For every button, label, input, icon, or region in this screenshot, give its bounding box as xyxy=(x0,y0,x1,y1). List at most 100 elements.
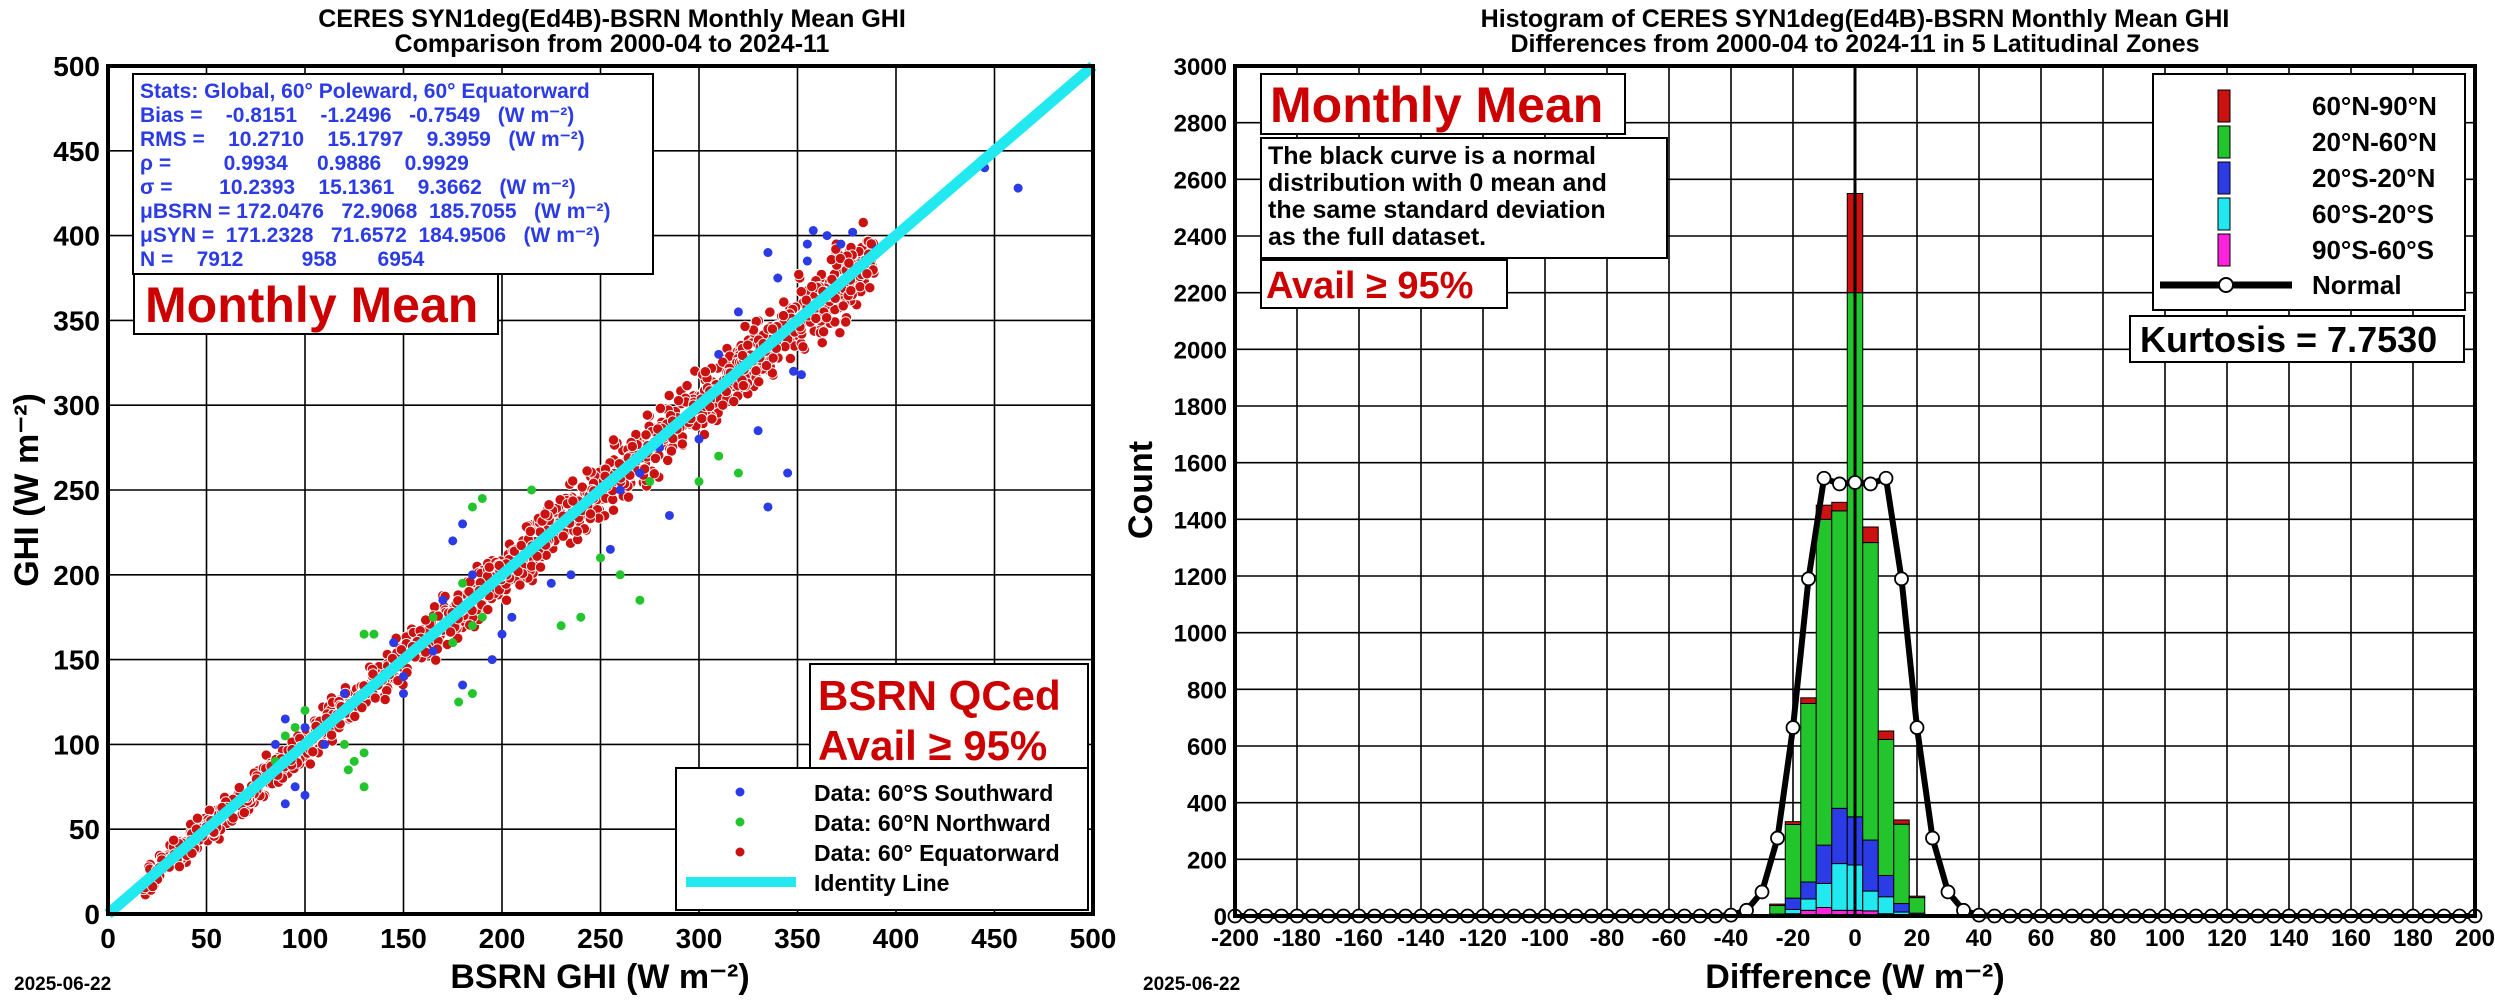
scatter-point-northward xyxy=(714,451,724,461)
normal-note-frame xyxy=(1260,137,1668,259)
legend-swatch-60n-90n xyxy=(2217,89,2231,123)
normal-curve-point xyxy=(1832,476,1847,492)
scatter-x-ticks: 0 50 100 150 200 250 300 350 400 450 500 xyxy=(100,923,1116,954)
histogram-y-tick-label: 1800 xyxy=(1174,394,1227,421)
histogram-bar-segment xyxy=(1784,823,1802,899)
stats-line-3: ρ = 0.9934 0.9886 0.9929 xyxy=(140,152,469,175)
scatter-x-tick-label: 500 xyxy=(1070,923,1117,954)
histogram-x-tick-label: 60 xyxy=(2028,925,2055,952)
stats-box-frame xyxy=(132,73,654,275)
scatter-point-equatorward xyxy=(233,781,245,794)
scatter-point-southward xyxy=(836,239,846,249)
scatter-point-equatorward xyxy=(662,454,674,466)
scatter-point-southward xyxy=(605,544,615,554)
scatter-point-equatorward xyxy=(766,367,779,379)
scatter-y-tick-label: 200 xyxy=(53,560,100,591)
scatter-point-equatorward xyxy=(706,413,718,425)
scatter-point-equatorward xyxy=(840,316,852,328)
histogram-y-tick-label: 600 xyxy=(1187,734,1227,761)
histogram-bar-segment xyxy=(1893,903,1910,913)
scatter-point-equatorward xyxy=(203,804,216,817)
histogram-x-label: Difference (W m⁻²) xyxy=(1705,958,2004,996)
normal-note-line-3: as the full dataset. xyxy=(1268,223,1486,251)
scatter-y-tick-label: 500 xyxy=(53,51,100,82)
scatter-point-southward xyxy=(796,370,806,380)
scatter-point-equatorward xyxy=(797,341,809,353)
histogram-panel-label: Monthly Mean xyxy=(1260,73,1626,135)
scatter-point-northward xyxy=(448,638,458,648)
scatter-point-southward xyxy=(783,468,793,478)
scatter-point-equatorward xyxy=(843,257,855,269)
scatter-point-southward xyxy=(438,595,448,605)
scatter-point-equatorward xyxy=(584,508,597,520)
histogram-bar-segment xyxy=(1862,839,1879,892)
histogram-bar-segment xyxy=(1831,863,1848,911)
histogram-title: Histogram of CERES SYN1deg(Ed4B)-BSRN Mo… xyxy=(1481,5,2230,33)
scatter-point-equatorward xyxy=(766,323,779,335)
scatter-point-equatorward xyxy=(764,306,776,318)
scatter-point-equatorward xyxy=(168,834,180,846)
scatter-legend: Data: 60°S Southward Data: 60°N Northwar… xyxy=(675,767,1089,911)
normal-note-line-0: The black curve is a normal xyxy=(1268,142,1596,170)
scatter-point-southward xyxy=(635,468,645,478)
normal-curve-point xyxy=(1847,475,1863,490)
histogram-panel-label-text: Monthly Mean xyxy=(1270,77,1603,133)
scatter-y-tick-label: 300 xyxy=(53,390,100,421)
histogram-bar-segment xyxy=(1893,819,1910,825)
qc-label-frame xyxy=(809,663,1089,773)
histogram-bar-segment xyxy=(1877,896,1895,915)
scatter-point-equatorward xyxy=(173,861,186,873)
histogram-x-tick-label: 0 xyxy=(1848,925,1861,952)
histogram-x-tick-label: -160 xyxy=(1335,925,1383,952)
histogram-x-tick-label: 40 xyxy=(1966,925,1993,952)
histogram-x-tick-label: -40 xyxy=(1714,925,1749,952)
stats-line-0: Stats: Global, 60° Poleward, 60° Equator… xyxy=(140,80,590,103)
histogram-panel: Histogram of CERES SYN1deg(Ed4B)-BSRN Mo… xyxy=(1122,5,2495,996)
histogram-bar-segment xyxy=(1831,510,1848,809)
qc-label-line-1: BSRN QCed xyxy=(818,672,1061,719)
scatter-point-southward xyxy=(546,578,556,588)
scatter-point-northward xyxy=(477,612,487,622)
scatter-point-northward xyxy=(454,697,464,707)
scatter-point-equatorward xyxy=(742,339,754,351)
scatter-title: CERES SYN1deg(Ed4B)-BSRN Monthly Mean GH… xyxy=(318,5,906,33)
histogram-y-tick-label: 2800 xyxy=(1174,111,1227,138)
stats-line-1: Bias = -0.8151 -1.2496 -0.7549 (W m⁻²) xyxy=(140,104,574,127)
scatter-y-tick-label: 0 xyxy=(84,899,100,930)
histogram-bar-segment xyxy=(1831,501,1848,512)
scatter-point-equatorward xyxy=(663,389,675,402)
qc-label: BSRN QCed Avail ≥ 95% xyxy=(809,663,1089,773)
legend-label-60s-20s: 60°S-20°S xyxy=(2312,199,2434,229)
stats-line-5: μBSRN = 172.0476 72.9068 185.7055 (W m⁻²… xyxy=(140,200,610,223)
scatter-point-equatorward xyxy=(739,320,751,333)
legend-marker-normal xyxy=(2218,277,2234,293)
histogram-bar-segment xyxy=(1862,890,1879,912)
histogram-bar-segment xyxy=(1769,905,1786,915)
histogram-y-tick-label: 1400 xyxy=(1174,507,1227,534)
scatter-point-equatorward xyxy=(728,395,740,408)
scatter-point-southward xyxy=(714,349,724,359)
scatter-point-northward xyxy=(615,570,625,580)
scatter-point-equatorward xyxy=(379,693,391,706)
histogram-bar-segment xyxy=(1769,903,1786,907)
histogram-x-tick-label: -60 xyxy=(1652,925,1687,952)
scatter-point-northward xyxy=(280,731,290,741)
scatter-point-equatorward xyxy=(806,280,818,293)
scatter-point-southward xyxy=(389,638,399,648)
histogram-x-tick-label: -80 xyxy=(1590,925,1625,952)
normal-curve-point xyxy=(1754,884,1770,900)
histogram-y-tick-label: 1600 xyxy=(1174,451,1227,478)
histogram-legend: 60°N-90°N 20°N-60°N 20°S-20°N 60°S-20°S … xyxy=(2152,73,2466,311)
scatter-point-equatorward xyxy=(753,376,765,388)
scatter-point-southward xyxy=(300,790,310,800)
scatter-point-equatorward xyxy=(861,268,873,280)
kurtosis-label: Kurtosis = 7.7530 xyxy=(2129,315,2465,363)
scatter-point-southward xyxy=(497,629,507,639)
scatter-point-equatorward xyxy=(567,475,579,487)
scatter-point-southward xyxy=(280,714,290,724)
scatter-point-southward xyxy=(802,239,812,249)
scatter-point-northward xyxy=(467,621,477,631)
scatter-point-northward xyxy=(349,756,359,766)
legend-swatch-90s-60s xyxy=(2217,233,2231,267)
scatter-y-label: GHI (W m⁻²) xyxy=(8,393,46,587)
